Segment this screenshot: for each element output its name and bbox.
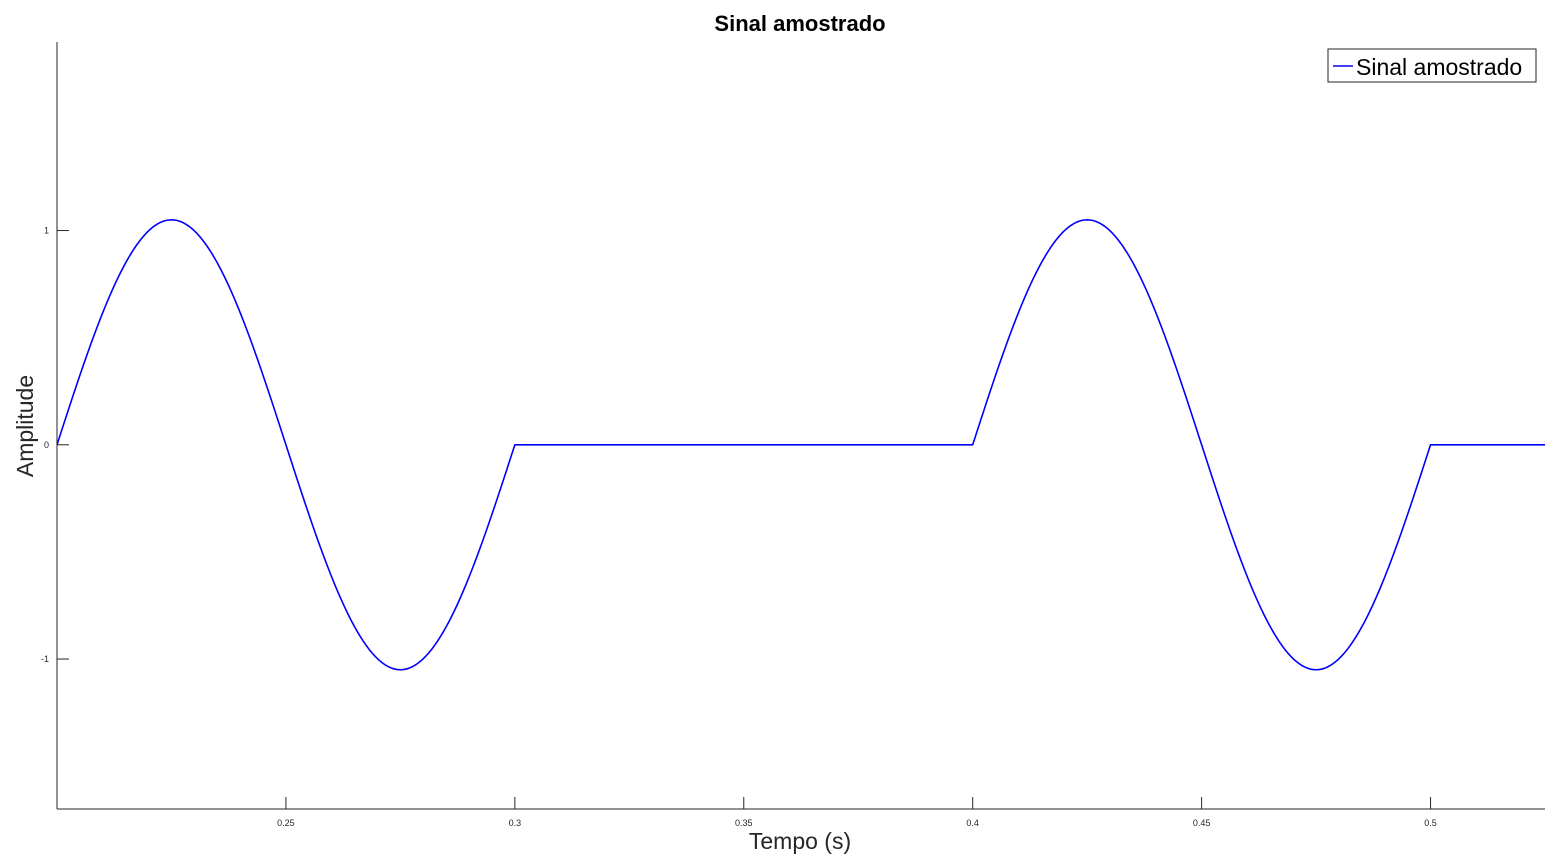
legend-box: [1327, 48, 1537, 83]
y-axis-label: Amplitude: [12, 375, 38, 477]
x-axis-label: Tempo (s): [749, 828, 851, 854]
y-tick-label: 0: [44, 440, 49, 450]
x-tick-label: 0.25: [277, 818, 295, 828]
x-tick-label: 0.45: [1193, 818, 1211, 828]
x-tick-label: 0.3: [509, 818, 522, 828]
legend: Sinal amostrado: [1327, 48, 1537, 83]
chart-title: Sinal amostrado: [714, 11, 885, 36]
series-layer: [56, 219, 1545, 671]
x-tick-label: 0.4: [966, 818, 979, 828]
legend-label: Sinal amostrado: [1356, 54, 1522, 80]
y-tick-label: 1: [44, 226, 49, 236]
x-axis-ticks: 0.25 0.3 0.35 0.4 0.45 0.5: [277, 797, 1437, 828]
y-tick-label: -1: [41, 654, 49, 664]
series-line-sinal-amostrado: [56, 219, 1545, 671]
x-tick-label: 0.35: [735, 818, 753, 828]
y-axis-ticks: -1 0 1: [41, 226, 69, 664]
x-tick-label: 0.5: [1424, 818, 1437, 828]
